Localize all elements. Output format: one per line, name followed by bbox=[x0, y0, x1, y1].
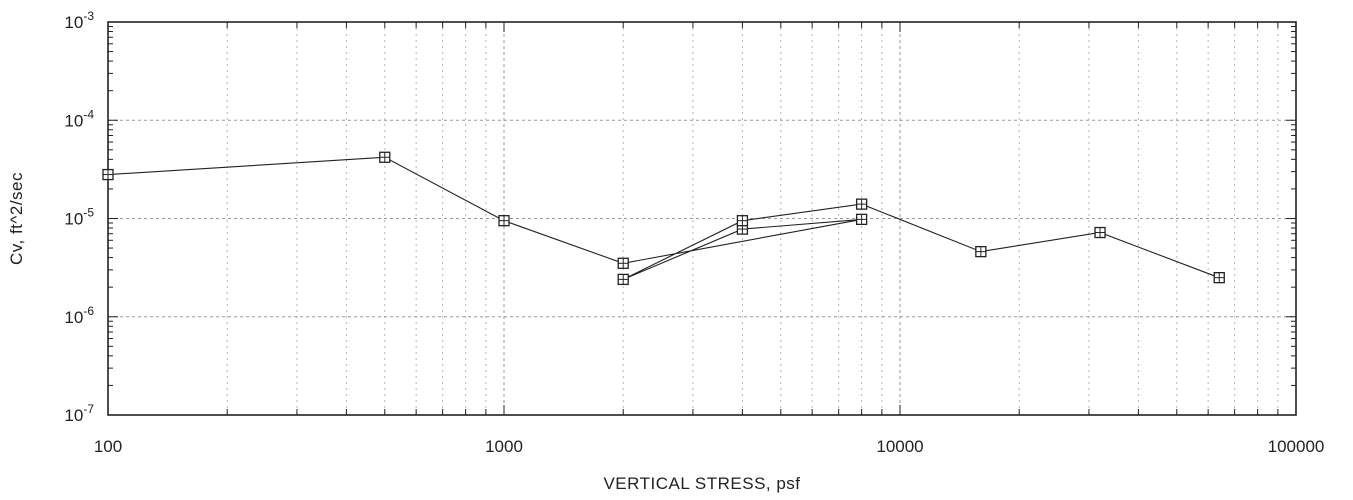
data-point-marker bbox=[736, 215, 749, 227]
x-tick-label: 100000 bbox=[1268, 437, 1325, 456]
y-tick-label-exponent: -3 bbox=[83, 9, 94, 23]
y-tick-label-exponent: -7 bbox=[83, 402, 94, 416]
data-point-marker bbox=[1213, 272, 1225, 284]
data-point-marker bbox=[379, 151, 391, 163]
axis-ticks bbox=[107, 22, 1296, 416]
y-tick-label-base: 10 bbox=[64, 406, 83, 425]
y-axis-title: Cv, ft^2/sec bbox=[7, 172, 26, 265]
y-tick-label-exponent: -4 bbox=[83, 107, 94, 121]
y-tick-label-base: 10 bbox=[64, 13, 83, 32]
y-tick-label-exponent: -5 bbox=[83, 206, 94, 220]
data-point-marker bbox=[1094, 226, 1106, 239]
data-point-marker bbox=[975, 245, 987, 258]
data-point-marker bbox=[102, 168, 114, 181]
y-tick-label: 10-4 bbox=[64, 107, 94, 130]
y-tick-label: 10-7 bbox=[64, 402, 94, 425]
series-group bbox=[102, 151, 1225, 286]
data-point-marker bbox=[855, 213, 868, 226]
data-point-marker bbox=[855, 198, 868, 210]
y-tick-label-base: 10 bbox=[64, 308, 83, 327]
x-tick-label: 10000 bbox=[876, 437, 923, 456]
x-tick-labels: 100 1000 10000 100000 bbox=[94, 437, 1325, 456]
data-point-marker bbox=[617, 273, 629, 286]
x-tick-label: 1000 bbox=[485, 437, 523, 456]
data-point-marker bbox=[498, 215, 510, 227]
y-tick-label: 10-6 bbox=[64, 304, 94, 327]
series-line bbox=[107, 156, 1220, 280]
y-tick-labels: 10-710-610-510-410-3 bbox=[64, 9, 94, 425]
y-tick-label-base: 10 bbox=[64, 210, 83, 229]
data-point-marker bbox=[617, 257, 629, 269]
y-tick-label: 10-3 bbox=[64, 9, 94, 32]
x-tick-label: 100 bbox=[94, 437, 122, 456]
x-axis-title: VERTICAL STRESS, psf bbox=[603, 474, 800, 493]
grid bbox=[108, 22, 1296, 415]
plot-frame bbox=[107, 21, 1297, 416]
y-tick-label: 10-5 bbox=[64, 206, 94, 229]
y-tick-label-base: 10 bbox=[64, 111, 83, 130]
y-tick-label-exponent: -6 bbox=[83, 304, 94, 318]
